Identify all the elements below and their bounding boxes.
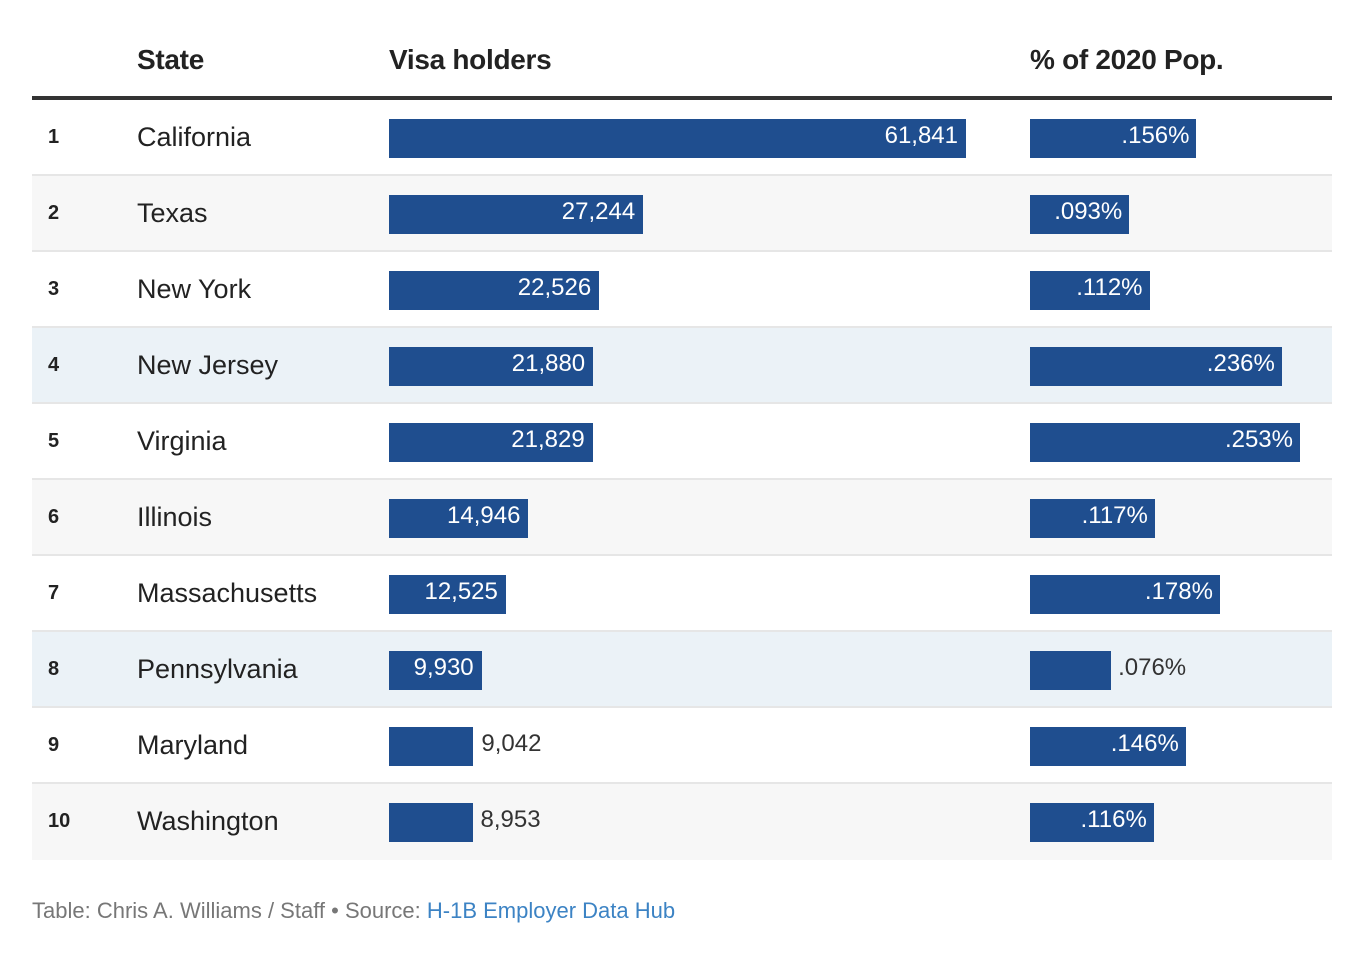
state-cell: Pennsylvania: [137, 654, 298, 684]
state-cell: Maryland: [137, 730, 249, 760]
rank-cell: 2: [48, 202, 60, 224]
pct-pop-label: .156%: [1121, 122, 1190, 149]
pct-pop-label: .112%: [1076, 274, 1143, 301]
table-row: 1 California 61,841 .156%: [32, 100, 1332, 176]
pct-pop-bar: [1030, 119, 1197, 158]
pct-pop-label: .253%: [1224, 426, 1293, 453]
pct-pop-bar: [1030, 195, 1130, 234]
table-row: 3 New York 22,526 .112%: [32, 252, 1332, 328]
pct-pop-label: .146%: [1110, 730, 1179, 757]
visa-holders-label: 9,042: [481, 730, 542, 757]
visa-holders-bar: [389, 119, 966, 158]
rank-cell: 7: [48, 582, 60, 604]
header-pct-pop: % of 2020 Pop.: [1030, 44, 1224, 75]
header-visa-holders: Visa holders: [389, 44, 552, 75]
pct-pop-bar: [1030, 271, 1150, 310]
pct-pop-label: .178%: [1144, 578, 1213, 605]
table-header: State Visa holders % of 2020 Pop.: [32, 0, 1332, 100]
visa-holders-bar: [389, 651, 482, 690]
table-row: 4 New Jersey 21,880 .236%: [32, 328, 1332, 404]
pct-pop-bar: [1030, 423, 1300, 462]
visa-holders-label: 27,244: [561, 198, 636, 225]
visa-holders-label: 21,880: [511, 350, 586, 377]
footer-credit: Table: Chris A. Williams / Staff • Sourc…: [32, 898, 675, 924]
pct-pop-bar: [1030, 575, 1220, 614]
visa-holders-label: 9,930: [413, 654, 474, 681]
visa-holders-bar: [389, 803, 473, 842]
pct-pop-label: .116%: [1080, 806, 1147, 833]
visa-holders-label: 61,841: [884, 122, 958, 149]
rank-cell: 4: [48, 354, 60, 376]
visa-holders-label: 12,525: [424, 578, 498, 605]
h1b-table: State Visa holders % of 2020 Pop. 1 Calif…: [32, 0, 1332, 860]
pct-pop-bar: [1030, 499, 1155, 538]
pct-pop-bar: [1030, 803, 1154, 842]
table-row: 5 Virginia 21,829 .253%: [32, 404, 1332, 480]
visa-holders-bar: [389, 499, 529, 538]
visa-holders-bar: [389, 423, 593, 462]
visa-holders-label: 14,946: [447, 502, 521, 529]
visa-holders-bar: [389, 271, 600, 310]
visa-holders-label: 8,953: [480, 806, 541, 833]
visa-holders-label: 21,829: [511, 426, 585, 453]
visa-holders-bar: [389, 575, 506, 614]
source-link[interactable]: H-1B Employer Data Hub: [426, 898, 676, 923]
header-state: State: [137, 44, 204, 75]
state-cell: Washington: [137, 806, 279, 836]
pct-pop-label: .076%: [1118, 654, 1187, 681]
rank-cell: 10: [48, 810, 71, 832]
table-row: 7 Massachusetts 12,525 .178%: [32, 556, 1332, 632]
pct-pop-label: .117%: [1081, 502, 1148, 529]
state-cell: Illinois: [137, 502, 213, 532]
table-row: 6 Illinois 14,946 .117%: [32, 480, 1332, 556]
rank-cell: 6: [48, 506, 60, 528]
pct-pop-bar: [1030, 727, 1186, 766]
table-row: 2 Texas 27,244 .093%: [32, 176, 1332, 252]
credit-text: Table: Chris A. Williams / Staff • Sourc…: [32, 898, 427, 923]
state-cell: California: [137, 122, 252, 152]
state-cell: New Jersey: [137, 350, 279, 380]
pct-pop-label: .093%: [1054, 198, 1123, 225]
visa-holders-label: 22,526: [517, 274, 592, 301]
visa-holders-bar: [389, 727, 474, 766]
state-cell: Virginia: [137, 426, 227, 456]
pct-pop-bar: [1030, 347, 1282, 386]
table-row: 8 Pennsylvania 9,930 .076%: [32, 632, 1332, 708]
visa-holders-bar: [389, 347, 594, 386]
rank-cell: 3: [48, 278, 60, 300]
table-row: 9 Maryland 9,042 .146%: [32, 708, 1332, 784]
visa-holders-bar: [389, 195, 644, 234]
table-body: 1 California 61,841 .156% 2 Texas 27,244 .093% 3…: [32, 100, 1332, 860]
pct-pop-label: .236%: [1206, 350, 1275, 377]
table-row: 10 Washington 8,953 .116%: [32, 784, 1332, 860]
rank-cell: 8: [48, 658, 60, 680]
state-cell: Texas: [137, 198, 208, 228]
state-cell: Massachusetts: [137, 578, 318, 608]
pct-pop-bar: [1030, 651, 1112, 690]
rank-cell: 5: [48, 430, 60, 452]
rank-cell: 9: [48, 734, 60, 756]
rank-cell: 1: [48, 126, 60, 148]
state-cell: New York: [137, 274, 252, 304]
